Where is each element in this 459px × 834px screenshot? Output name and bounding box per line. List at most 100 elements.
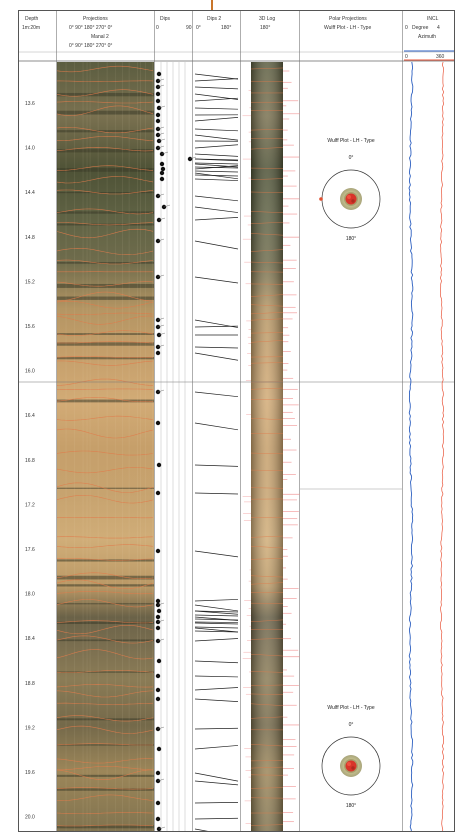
fracture-trace xyxy=(56,356,154,358)
dips2-segment xyxy=(194,134,239,141)
fracture-trace xyxy=(56,649,154,660)
core-dark-band xyxy=(57,92,154,97)
fracture-trace xyxy=(56,281,154,287)
fracture-trace xyxy=(56,388,154,390)
log3d-trace xyxy=(250,545,284,549)
depth-label: 16.0 xyxy=(25,369,35,375)
fracture-trace xyxy=(56,315,154,325)
core-dark-band xyxy=(57,296,154,300)
stereonet-2: Wulff Plot - LH - Type 0° 180° xyxy=(321,705,381,809)
dip-point xyxy=(155,696,161,702)
dip-point xyxy=(155,598,161,604)
polar-subheader: Wulff Plot - LH - Type xyxy=(324,25,372,31)
dips2-segment xyxy=(194,610,239,613)
fracture-trace xyxy=(56,208,154,215)
dips2-segment xyxy=(194,492,239,495)
depth-label: 15.2 xyxy=(25,279,35,285)
log3d-trace xyxy=(250,311,284,315)
dip-point xyxy=(159,176,165,182)
dips2-segment xyxy=(194,745,239,750)
dip-tail xyxy=(158,138,166,142)
log3d-trace xyxy=(250,824,284,826)
dip-point xyxy=(155,770,161,776)
fracture-trace xyxy=(56,291,154,302)
depth-label: 16.4 xyxy=(25,413,35,419)
dips2-segment xyxy=(194,346,239,349)
fracture-trace xyxy=(57,702,154,705)
dip-point xyxy=(155,132,161,138)
dips2-segment xyxy=(194,698,239,702)
dip-tail xyxy=(157,317,165,321)
dips2-segment xyxy=(194,660,239,664)
dip-point xyxy=(156,462,162,468)
core-dark-band xyxy=(57,192,154,194)
fracture-trace xyxy=(56,101,154,104)
dips2-segment xyxy=(194,621,239,623)
dip-tail xyxy=(157,389,165,393)
dip-point xyxy=(155,350,161,356)
fracture-trace xyxy=(56,794,154,801)
fracture-trace xyxy=(56,625,154,635)
log3d-trace xyxy=(250,417,284,421)
log3d-trace xyxy=(250,318,284,321)
core-dark-band xyxy=(57,357,154,360)
polar-header: Polar Projections xyxy=(329,16,367,22)
log3d-header: 3D Log xyxy=(259,16,276,22)
dip-point xyxy=(155,126,161,132)
log3d-trace xyxy=(250,261,284,264)
depth-label: 18.0 xyxy=(25,592,35,598)
core-dark-band xyxy=(57,168,154,172)
fracture-trace xyxy=(56,715,154,722)
core-dark-band xyxy=(57,333,154,335)
fracture-trace xyxy=(56,812,154,814)
dip-point xyxy=(155,687,161,693)
fracture-trace xyxy=(56,599,154,608)
fracture-trace xyxy=(56,228,154,239)
log3d-trace xyxy=(250,191,284,193)
fracture-trace xyxy=(57,517,154,519)
fracture-trace xyxy=(56,579,154,590)
fracture-trace xyxy=(56,572,154,579)
depth-label: 14.8 xyxy=(25,235,35,241)
dips2-segment xyxy=(194,86,239,90)
incl-azimuth-max: 360 xyxy=(436,54,445,60)
stereonet-1-title: Wulff Plot - LH - Type xyxy=(327,138,374,144)
dips2-tick-right: 180° xyxy=(221,25,232,31)
dip-point xyxy=(159,161,165,167)
fracture-trace xyxy=(56,189,154,195)
dip-point xyxy=(155,98,161,104)
fracture-trace xyxy=(56,591,154,595)
fracture-trace xyxy=(56,341,154,344)
dip-point xyxy=(155,625,161,631)
log3d-trace xyxy=(250,716,284,719)
projections-subheader: Manal 2 xyxy=(91,34,109,40)
depth-label: 19.6 xyxy=(25,770,35,776)
fracture-trace xyxy=(56,176,154,184)
log3d-trace xyxy=(250,233,284,236)
dip-tail xyxy=(158,105,166,109)
log3d-trace xyxy=(250,452,284,455)
dips2-segment xyxy=(194,240,239,250)
depth-header: Depth xyxy=(25,16,39,22)
dips2-segment xyxy=(194,217,239,221)
dip-tail xyxy=(157,324,165,328)
projections-ticks: 0° 90° 180° 270° 0° xyxy=(69,25,113,31)
log3d-trace xyxy=(250,693,284,696)
dips2-segment xyxy=(194,464,239,467)
log3d-trace xyxy=(250,575,284,578)
dips2-segment xyxy=(194,618,239,621)
dip-point xyxy=(155,800,161,806)
fracture-trace xyxy=(56,482,154,493)
projections-header: Projections xyxy=(83,16,108,22)
incl-degree-max: 4 xyxy=(437,25,440,31)
dip-tail xyxy=(157,238,165,242)
depth-scale: 1m:20m xyxy=(22,25,41,31)
dips2-segment xyxy=(194,638,239,642)
depth-label: 13.6 xyxy=(25,101,35,107)
log3d-trace xyxy=(250,332,284,334)
incl-header: INCL xyxy=(427,16,439,22)
dips2-segment xyxy=(194,422,239,431)
dips-tick-left: 0 xyxy=(156,25,159,31)
dip-point xyxy=(155,614,161,620)
log3d-trace xyxy=(250,221,284,224)
